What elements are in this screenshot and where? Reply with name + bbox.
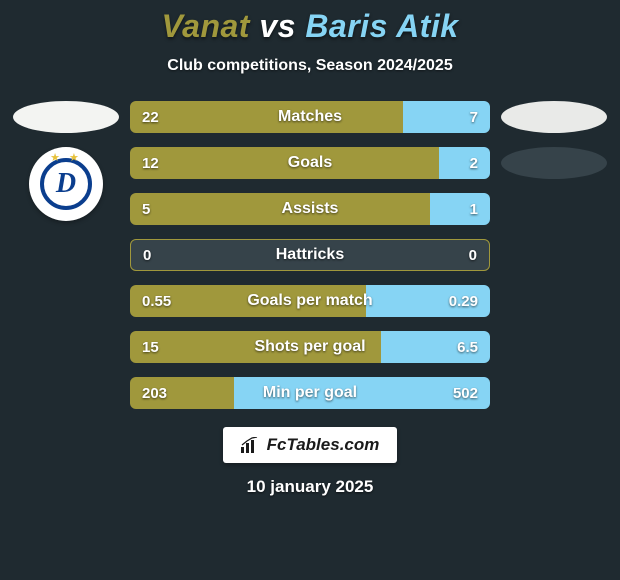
stat-row: 51Assists — [130, 193, 490, 225]
stat-bars: 227Matches122Goals51Assists00Hattricks0.… — [126, 101, 494, 409]
stat-value-left: 15 — [142, 331, 159, 363]
stat-value-right: 0 — [469, 240, 477, 270]
stat-value-left: 0.55 — [142, 285, 171, 317]
stat-row: 0.550.29Goals per match — [130, 285, 490, 317]
stat-bar-right — [430, 193, 490, 225]
stat-value-right: 0.29 — [449, 285, 478, 317]
stat-bar-right — [234, 377, 490, 409]
title-player2: Baris Atik — [305, 8, 458, 44]
stat-value-right: 502 — [453, 377, 478, 409]
player2-silhouette — [501, 101, 607, 133]
stat-row: 0 0Hattricks — [130, 239, 490, 271]
stat-label: Hattricks — [131, 240, 489, 270]
player1-club-logo: ★ ★ D — [29, 147, 103, 221]
main-layout: ★ ★ D 227Matches122Goals51Assists00Hattr… — [0, 101, 620, 409]
date-text: 10 january 2025 — [247, 477, 374, 497]
stat-value-right: 2 — [470, 147, 478, 179]
stat-value-left: 203 — [142, 377, 167, 409]
stat-row: 203502Min per goal — [130, 377, 490, 409]
stat-row: 227Matches — [130, 101, 490, 133]
title-player1: Vanat — [161, 8, 249, 44]
brand-text: FcTables.com — [267, 435, 380, 455]
stat-value-right: 7 — [470, 101, 478, 133]
stat-value-left: 0 — [143, 240, 151, 270]
stat-bar-left — [130, 147, 439, 179]
stat-bar-left — [130, 193, 430, 225]
stat-row: 122Goals — [130, 147, 490, 179]
right-side — [494, 101, 614, 409]
player1-silhouette — [13, 101, 119, 133]
club-stars-icon: ★ ★ — [50, 151, 82, 164]
stat-value-left: 22 — [142, 101, 159, 133]
left-side: ★ ★ D — [6, 101, 126, 409]
stat-bar-left — [130, 331, 381, 363]
footer: FcTables.com 10 january 2025 — [0, 427, 620, 497]
stat-row: 156.5Shots per goal — [130, 331, 490, 363]
brand-badge: FcTables.com — [223, 427, 398, 463]
title-vs: vs — [259, 8, 296, 44]
stat-value-right: 1 — [470, 193, 478, 225]
club-letter: D — [40, 158, 92, 210]
subtitle: Club competitions, Season 2024/2025 — [0, 57, 620, 75]
stat-value-left: 5 — [142, 193, 150, 225]
bar-chart-icon — [241, 437, 259, 453]
stat-value-left: 12 — [142, 147, 159, 179]
stat-bar-left — [130, 101, 403, 133]
card-content: Vanat vs Baris Atik Club competitions, S… — [0, 0, 620, 580]
comparison-title: Vanat vs Baris Atik — [0, 8, 620, 45]
player2-club-placeholder — [501, 147, 607, 179]
stat-value-right: 6.5 — [457, 331, 478, 363]
stat-bar-right — [439, 147, 490, 179]
